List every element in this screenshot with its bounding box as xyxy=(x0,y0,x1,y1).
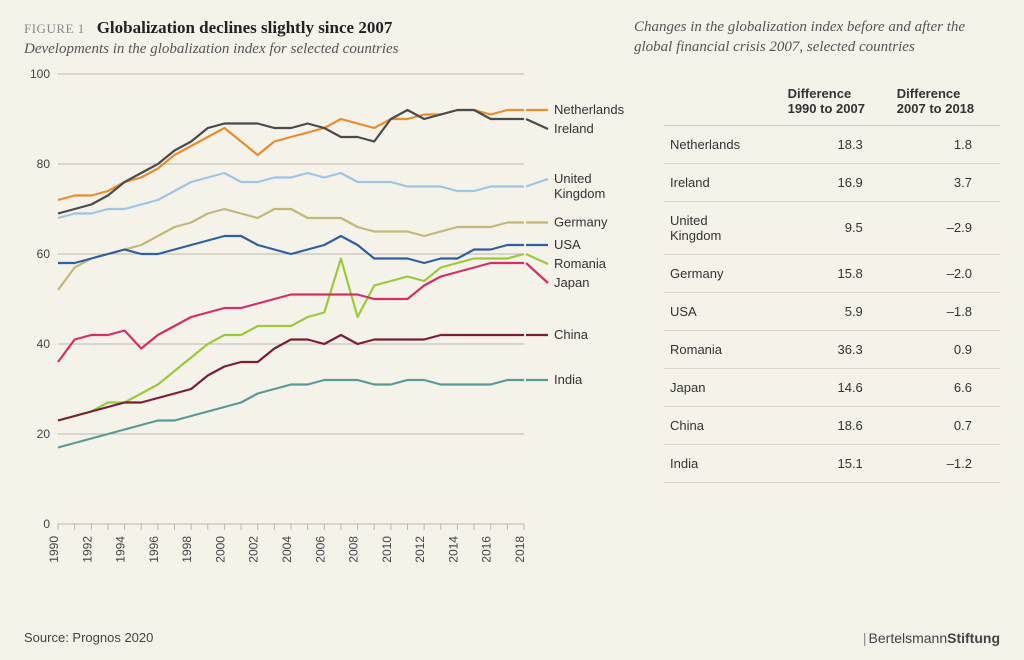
series-line xyxy=(58,236,524,263)
svg-text:2002: 2002 xyxy=(247,535,261,562)
series-line xyxy=(58,335,524,421)
table-row: Germany15.8–2.0 xyxy=(664,254,1000,292)
series-label: Japan xyxy=(554,275,589,290)
svg-text:100: 100 xyxy=(30,67,50,81)
series-label: Netherlands xyxy=(554,102,625,117)
series-line xyxy=(58,263,524,362)
series-line xyxy=(58,254,524,421)
line-chart: 0 20 40 60 80 100 1990 1992 1994 1996 1998 2000 2002… xyxy=(24,64,644,584)
svg-text:40: 40 xyxy=(37,337,51,351)
series-line xyxy=(58,110,524,214)
svg-text:20: 20 xyxy=(37,427,51,441)
figure-label: FIGURE 1 xyxy=(24,21,85,37)
svg-text:1994: 1994 xyxy=(114,535,128,562)
svg-text:2014: 2014 xyxy=(446,535,460,562)
table-row: Ireland16.93.7 xyxy=(664,163,1000,201)
table-row: Netherlands18.31.8 xyxy=(664,125,1000,163)
table-row: India15.1–1.2 xyxy=(664,444,1000,482)
series-line xyxy=(58,380,524,448)
table-header-d1: Difference 1990 to 2007 xyxy=(782,78,891,126)
series-line xyxy=(58,110,524,200)
table-header-d2: Difference 2007 to 2018 xyxy=(891,78,1000,126)
svg-text:0: 0 xyxy=(43,517,50,531)
svg-text:2012: 2012 xyxy=(413,535,427,562)
svg-text:2006: 2006 xyxy=(313,535,327,562)
svg-text:2018: 2018 xyxy=(513,535,527,562)
series-label: China xyxy=(554,327,589,342)
series-label: India xyxy=(554,372,583,387)
svg-text:2010: 2010 xyxy=(380,535,394,562)
chart-subtitle: Developments in the globalization index … xyxy=(24,40,594,60)
svg-text:1996: 1996 xyxy=(147,535,161,562)
table-row: USA5.9–1.8 xyxy=(664,292,1000,330)
table-row: Romania36.30.9 xyxy=(664,330,1000,368)
series-label: Kingdom xyxy=(554,186,605,201)
table-header-blank xyxy=(664,78,782,126)
table-row: Japan14.66.6 xyxy=(664,368,1000,406)
table-row: China18.60.7 xyxy=(664,406,1000,444)
series-label: United xyxy=(554,171,592,186)
series-label: USA xyxy=(554,237,581,252)
svg-text:2004: 2004 xyxy=(280,535,294,562)
difference-table: Difference 1990 to 2007 Difference 2007 … xyxy=(664,64,1000,584)
chart-title: Globalization declines slightly since 20… xyxy=(97,18,393,37)
series-label: Romania xyxy=(554,256,607,271)
series-label: Ireland xyxy=(554,121,594,136)
svg-text:1998: 1998 xyxy=(180,535,194,562)
svg-text:80: 80 xyxy=(37,157,51,171)
svg-text:1990: 1990 xyxy=(47,535,61,562)
svg-text:2000: 2000 xyxy=(213,535,227,562)
table-row: UnitedKingdom9.5–2.9 xyxy=(664,201,1000,254)
table-title: Changes in the globalization index befor… xyxy=(634,18,1000,57)
svg-text:2008: 2008 xyxy=(347,535,361,562)
brand-logo: |BertelsmannStiftung xyxy=(863,630,1000,646)
source-text: Source: Prognos 2020 xyxy=(24,630,153,646)
svg-text:2016: 2016 xyxy=(480,535,494,562)
series-label: Germany xyxy=(554,214,608,229)
svg-text:60: 60 xyxy=(37,247,51,261)
svg-text:1992: 1992 xyxy=(80,535,94,562)
